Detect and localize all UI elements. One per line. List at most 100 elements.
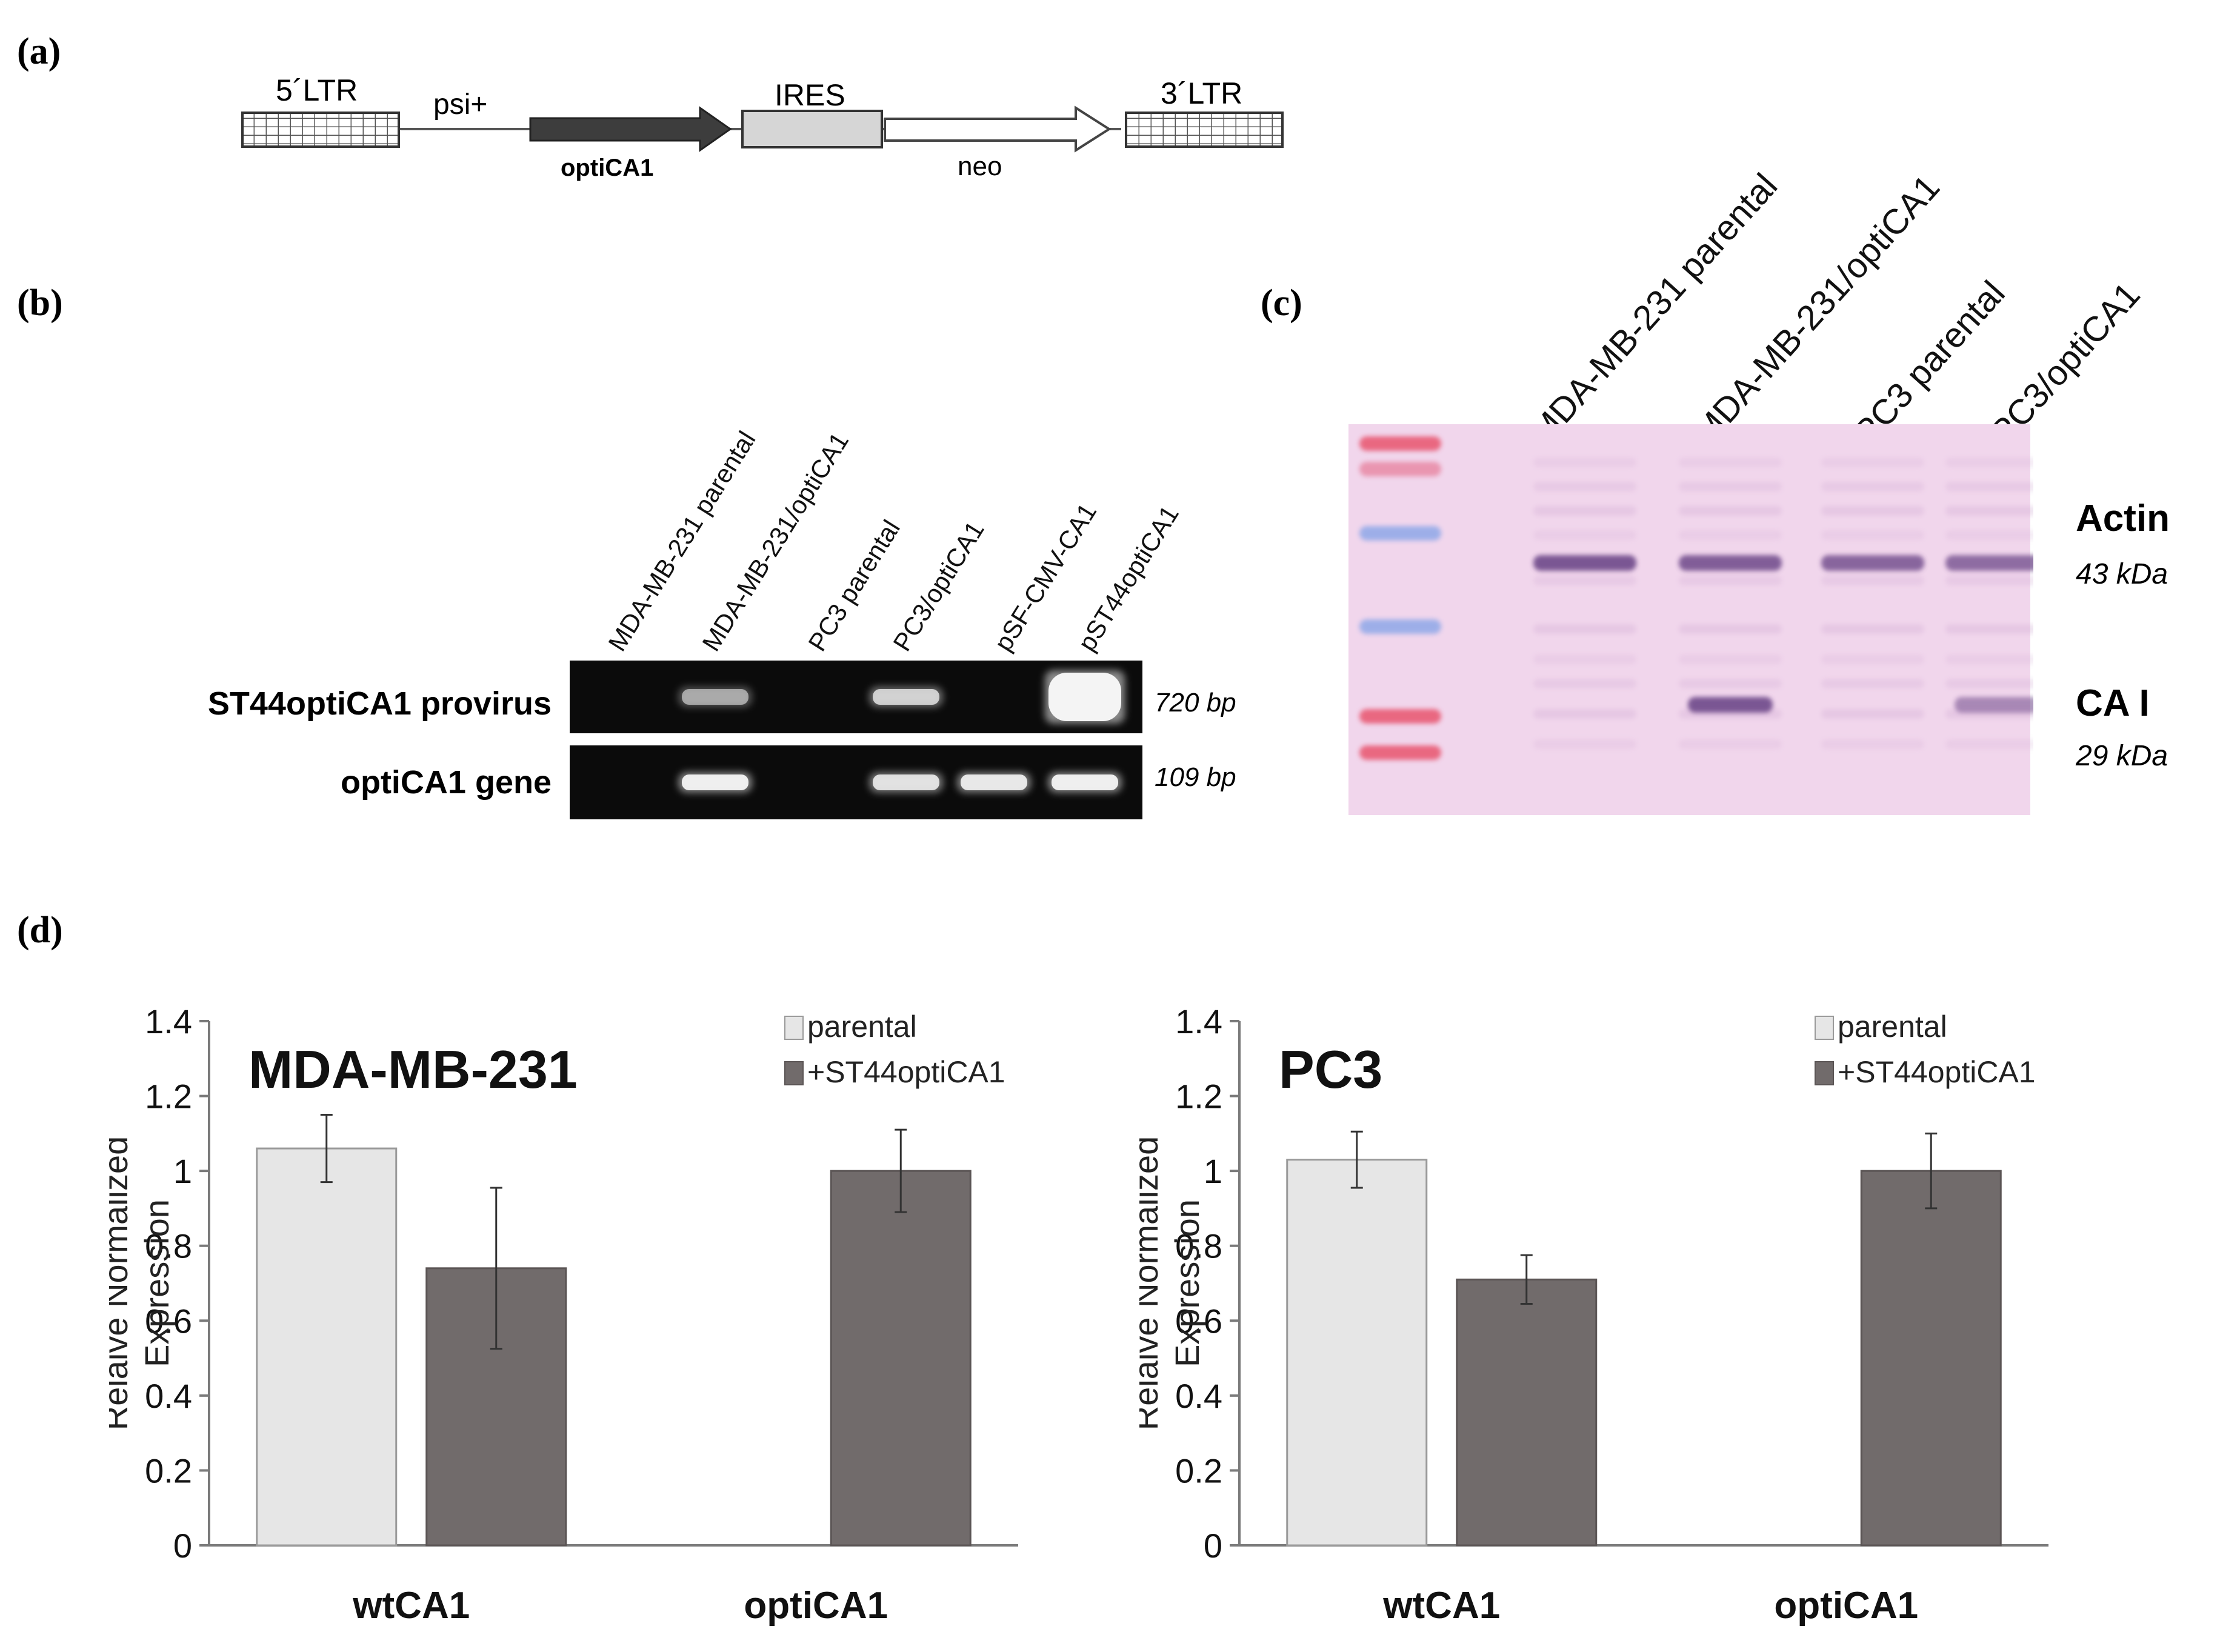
wb-background-smear [1533,530,1636,540]
wb-background-smear [1533,506,1636,516]
wb-background-smear [1945,679,2033,688]
western-blot-image [1348,424,2033,815]
y-tick-label: 0.4 [1175,1377,1222,1415]
ltr5-label: 5´LTR [276,73,358,107]
gel-band [873,689,939,705]
error-bar [1350,1130,1363,1189]
wb-background-smear [1821,739,1924,749]
gel-row-label-provirus: ST44optiCA1 provirus [207,685,552,722]
construct-diagram [241,105,1284,153]
psi-label: psi+ [433,88,488,121]
optica1-label: optiCA1 [561,155,654,181]
wb-background-smear [1945,506,2033,516]
gel-band [682,689,748,705]
gel-band [873,774,939,790]
error-bar [895,1128,907,1213]
bar-parental [1286,1159,1428,1547]
x-category-label: wtCA1 [1382,1585,1500,1627]
y-tick-label: 1.4 [145,1002,192,1041]
error-bar [1520,1254,1533,1305]
wb-background-smear [1821,679,1924,688]
wb-ladder-band [1359,526,1441,541]
ltr5-box [241,112,400,148]
bar-st44optica1 [830,1170,972,1547]
y-tick-label: 0.6 [145,1302,192,1340]
gel-strip-gene [570,745,1142,819]
gel-band [961,774,1027,790]
legend-label: +ST44optiCA1 [807,1055,1005,1089]
wb-band-name-ca1: CA I [2076,682,2150,724]
ires-box [741,110,883,148]
chart-title: PC3 [1279,1039,1382,1099]
wb-band-actin [1533,555,1636,571]
y-tick-label: 0.2 [1175,1451,1222,1490]
gel-row-label-gene: optiCA1 gene [340,764,552,801]
gel-size-gene: 109 bp [1155,762,1236,792]
wb-background-smear [1945,530,2033,540]
panel-label-b: (b) [17,282,63,324]
y-tick-label: 0.6 [1175,1302,1222,1340]
x-category-label: wtCA1 [352,1585,470,1627]
wb-ladder-band [1359,436,1441,451]
wb-background-smear [1679,506,1782,516]
bar-st44optica1 [1456,1278,1598,1547]
y-axis-label: Relaive NormalizedExpression [109,1136,176,1431]
wb-background-smear [1679,624,1782,634]
y-tick-label: 1.2 [145,1077,192,1116]
bar-chart-mda: 0 0.2 0.4 0.6 0.8 1 1.2 1.4 Relaive NormalizedEx… [109,1002,1018,1627]
wb-background-smear [1821,482,1924,491]
x-category-label: optiCA1 [744,1585,888,1627]
wb-background-smear [1945,739,2033,749]
wb-background-smear [1821,506,1924,516]
wb-background-smear [1945,654,2033,664]
ltr3-box [1125,112,1284,148]
wb-ladder-band [1359,745,1441,760]
panel-label-c: (c) [1261,282,1302,324]
wb-background-smear [1533,739,1636,749]
gel-image [570,661,1142,819]
y-tick-label: 0 [173,1527,192,1565]
wb-background-smear [1945,458,2033,467]
panel-label-a: (a) [17,31,61,72]
ltr3-label: 3´LTR [1161,76,1243,110]
wb-background-smear [1533,482,1636,491]
error-bar [320,1113,333,1184]
x-category-label: optiCA1 [1774,1585,1918,1627]
neo-label: neo [958,152,1002,181]
legend-label: parental [807,1010,917,1044]
neo-arrow [884,105,1112,153]
bar-st44optica1 [1860,1170,2002,1547]
wb-ladder-band [1359,462,1441,476]
wb-ladder-band [1359,619,1441,634]
y-tick-label: 0.8 [1175,1227,1222,1265]
wb-band-size-ca1: 29 kDa [2076,740,2168,772]
gel-band [682,774,748,790]
legend-label: parental [1838,1010,1947,1044]
wb-band-name-actin: Actin [2076,498,2170,539]
legend-swatch [784,1016,804,1040]
wb-band-size-actin: 43 kDa [2076,558,2168,590]
y-tick-label: 0 [1204,1527,1222,1565]
wb-background-smear [1533,458,1636,467]
wb-background-smear [1679,482,1782,491]
wb-background-smear [1821,576,1924,585]
ires-label: IRES [775,78,845,112]
y-tick-label: 1 [1204,1152,1222,1190]
y-tick-label: 1.2 [1175,1077,1222,1116]
optica1-arrow [529,106,732,152]
legend-swatch [1815,1016,1834,1040]
wb-band-actin [1679,555,1782,571]
wb-background-smear [1821,530,1924,540]
gel-band [1052,774,1118,790]
wb-background-smear [1679,654,1782,664]
error-bar [1925,1132,1938,1210]
wb-background-smear [1821,654,1924,664]
y-axis-label: Relaive NormalizedExpression [1139,1136,1206,1431]
wb-background-smear [1821,458,1924,467]
wb-background-smear [1533,576,1636,585]
y-tick-label: 1.4 [1175,1002,1222,1041]
wb-background-smear [1679,458,1782,467]
gel-lane-label: PC3/optiCA1 [887,516,990,656]
y-tick-label: 0.2 [145,1451,192,1490]
error-bar [490,1187,502,1350]
